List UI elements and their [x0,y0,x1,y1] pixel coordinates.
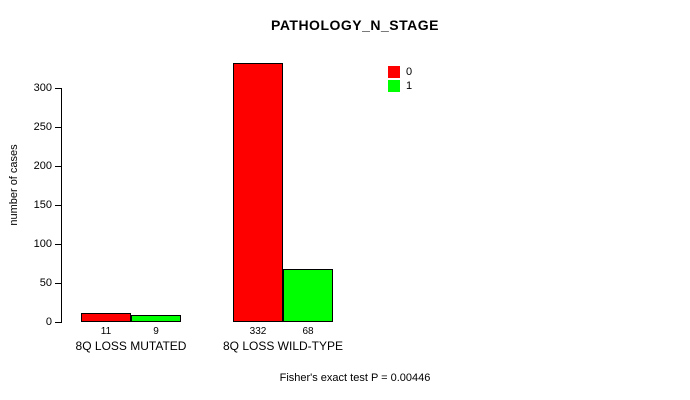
legend-swatch-green [388,79,400,92]
legend-item-0: 0 [388,65,412,78]
y-tick-label: 50 [39,277,52,289]
legend-item-1: 1 [388,79,412,92]
y-axis-line [61,88,62,323]
bar-value-label: 332 [249,326,267,337]
y-tick [55,166,61,167]
bar-1-group0 [131,315,181,322]
legend: 0 1 [388,65,412,92]
y-tick [55,88,61,89]
y-tick-label: 300 [33,82,52,94]
annotation-text: Fisher's exact test P = 0.00446 [279,372,431,384]
bar-0-group0 [81,313,131,322]
y-tick-label: 150 [33,199,52,211]
y-tick-label: 0 [45,316,52,328]
legend-label-1: 1 [406,79,413,92]
legend-swatch-red [388,65,400,78]
bar-value-label: 9 [153,326,159,337]
category-label: 8Q LOSS MUTATED [75,339,187,353]
y-tick-label: 250 [33,121,52,133]
category-label: 8Q LOSS WILD-TYPE [222,339,344,353]
y-tick [55,205,61,206]
y-tick-label: 100 [33,238,52,250]
legend-label-0: 0 [406,65,413,78]
y-tick [55,283,61,284]
bar-0-group1 [233,63,283,322]
bar-value-label: 11 [100,326,112,337]
y-axis-label: number of cases [8,144,20,226]
y-tick [55,127,61,128]
chart-title: PATHOLOGY_N_STAGE [271,17,439,33]
bar-value-label: 68 [302,326,314,337]
bar-1-group1 [283,269,333,322]
y-tick-label: 200 [33,160,52,172]
y-tick [55,322,61,323]
y-tick [55,244,61,245]
